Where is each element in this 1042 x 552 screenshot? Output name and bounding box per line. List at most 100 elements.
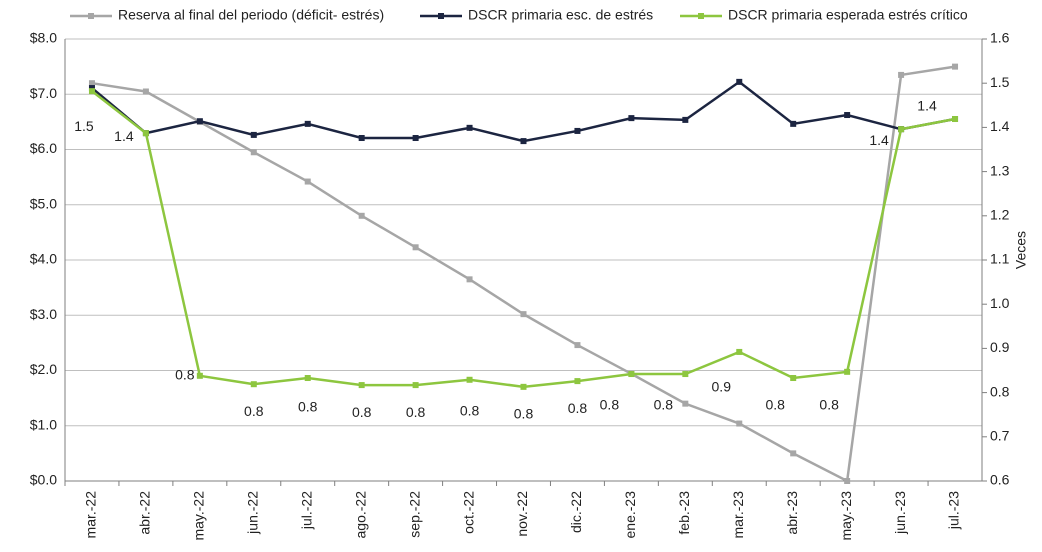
data-label: 0.8 bbox=[514, 406, 534, 422]
data-label: 0.8 bbox=[298, 399, 318, 415]
point-marker bbox=[196, 372, 203, 379]
point-marker bbox=[304, 375, 311, 382]
data-label: 0.8 bbox=[600, 397, 620, 413]
x-tick-label: may.-22 bbox=[191, 491, 207, 541]
point-marker bbox=[250, 149, 257, 156]
legend-label: DSCR primaria esperada estrés crítico bbox=[728, 7, 968, 23]
y2-tick-label: 1.2 bbox=[990, 207, 1010, 223]
point-marker bbox=[196, 118, 203, 125]
data-label: 0.8 bbox=[819, 397, 839, 413]
point-marker bbox=[574, 378, 581, 385]
point-marker bbox=[898, 71, 905, 78]
y2-tick-label: 1.5 bbox=[990, 74, 1010, 90]
point-marker bbox=[142, 88, 149, 95]
point-marker bbox=[790, 120, 797, 127]
point-marker bbox=[250, 381, 257, 388]
point-marker bbox=[250, 131, 257, 138]
x-tick-label: jul.-22 bbox=[298, 491, 314, 530]
y2-tick-label: 1.3 bbox=[990, 162, 1010, 178]
x-tick-label: abr.-23 bbox=[784, 491, 800, 535]
point-marker bbox=[628, 371, 635, 378]
series-line bbox=[91, 80, 956, 143]
point-marker bbox=[520, 311, 527, 318]
x-tick-label: mar.-23 bbox=[730, 491, 746, 539]
y-tick-label: $6.0 bbox=[30, 140, 57, 156]
point-marker bbox=[304, 120, 311, 127]
point-marker bbox=[628, 115, 635, 122]
y2-tick-label: 1.0 bbox=[990, 295, 1010, 311]
legend-marker bbox=[698, 13, 704, 19]
point-marker bbox=[844, 368, 851, 375]
point-marker bbox=[358, 382, 365, 389]
y2-tick-label: 0.9 bbox=[990, 339, 1010, 355]
legend-marker bbox=[88, 13, 94, 19]
x-tick-label: abr.-22 bbox=[137, 491, 153, 535]
point-marker bbox=[358, 135, 365, 142]
point-marker bbox=[790, 450, 797, 457]
y-tick-label: $3.0 bbox=[30, 306, 57, 322]
point-marker bbox=[574, 342, 581, 349]
data-label: 0.8 bbox=[352, 404, 372, 420]
point-marker bbox=[844, 112, 851, 119]
point-marker bbox=[304, 178, 311, 185]
x-tick-label: jun.-22 bbox=[244, 491, 260, 535]
data-label: 1.4 bbox=[869, 132, 889, 148]
point-marker bbox=[574, 127, 581, 134]
point-marker bbox=[520, 383, 527, 390]
point-marker bbox=[466, 376, 473, 383]
point-marker bbox=[88, 85, 95, 92]
point-marker bbox=[736, 348, 743, 355]
x-tick-label: may.-23 bbox=[838, 491, 854, 541]
point-marker bbox=[952, 63, 959, 70]
point-marker bbox=[898, 126, 905, 133]
data-label: 0.9 bbox=[712, 379, 732, 395]
y-tick-label: $8.0 bbox=[30, 30, 57, 46]
point-marker bbox=[844, 478, 851, 484]
y2-tick-label: 1.4 bbox=[990, 118, 1010, 134]
point-marker bbox=[412, 135, 419, 142]
x-tick-label: jun.-23 bbox=[892, 491, 908, 535]
y-tick-label: $5.0 bbox=[30, 195, 57, 211]
point-marker bbox=[682, 400, 689, 407]
point-marker bbox=[682, 116, 689, 123]
x-tick-label: feb.-23 bbox=[676, 491, 692, 535]
y2-tick-label: 0.8 bbox=[990, 383, 1010, 399]
series-line bbox=[91, 90, 956, 389]
y-tick-label: $0.0 bbox=[30, 472, 57, 488]
point-marker bbox=[466, 124, 473, 131]
point-marker bbox=[88, 88, 95, 95]
x-tick-label: nov.-22 bbox=[514, 491, 530, 537]
data-label: 0.8 bbox=[175, 367, 195, 383]
data-label: 0.8 bbox=[654, 397, 674, 413]
point-marker bbox=[142, 130, 149, 137]
y2-tick-label: 0.6 bbox=[990, 472, 1010, 488]
point-marker bbox=[412, 382, 419, 389]
x-tick-label: dic.-22 bbox=[568, 491, 584, 533]
point-marker bbox=[520, 138, 527, 145]
legend-marker bbox=[438, 13, 444, 19]
data-label: 1.5 bbox=[74, 118, 94, 134]
legend-label: Reserva al final del periodo (déficit- e… bbox=[118, 7, 384, 23]
x-tick-label: ene.-23 bbox=[622, 491, 638, 539]
legend-label: DSCR primaria esc. de estrés bbox=[468, 7, 653, 23]
x-tick-label: jul.-23 bbox=[946, 491, 962, 530]
point-marker bbox=[466, 276, 473, 283]
x-tick-label: ago.-22 bbox=[352, 491, 368, 539]
data-label: 0.8 bbox=[568, 400, 588, 416]
y2-axis-label: Veces bbox=[1013, 231, 1029, 269]
y2-tick-label: 0.7 bbox=[990, 428, 1010, 444]
x-tick-label: oct.-22 bbox=[460, 491, 476, 534]
y-tick-label: $4.0 bbox=[30, 251, 57, 267]
data-label: 1.4 bbox=[917, 98, 937, 114]
point-marker bbox=[682, 371, 689, 378]
data-label: 0.8 bbox=[765, 397, 785, 413]
data-label: 0.8 bbox=[244, 403, 264, 419]
point-marker bbox=[736, 78, 743, 85]
y2-tick-label: 1.1 bbox=[990, 251, 1010, 267]
x-tick-label: mar.-22 bbox=[83, 491, 99, 539]
x-tick-label: sep.-22 bbox=[406, 491, 422, 538]
point-marker bbox=[358, 212, 365, 219]
data-label: 1.4 bbox=[114, 128, 134, 144]
data-label: 0.8 bbox=[406, 404, 426, 420]
